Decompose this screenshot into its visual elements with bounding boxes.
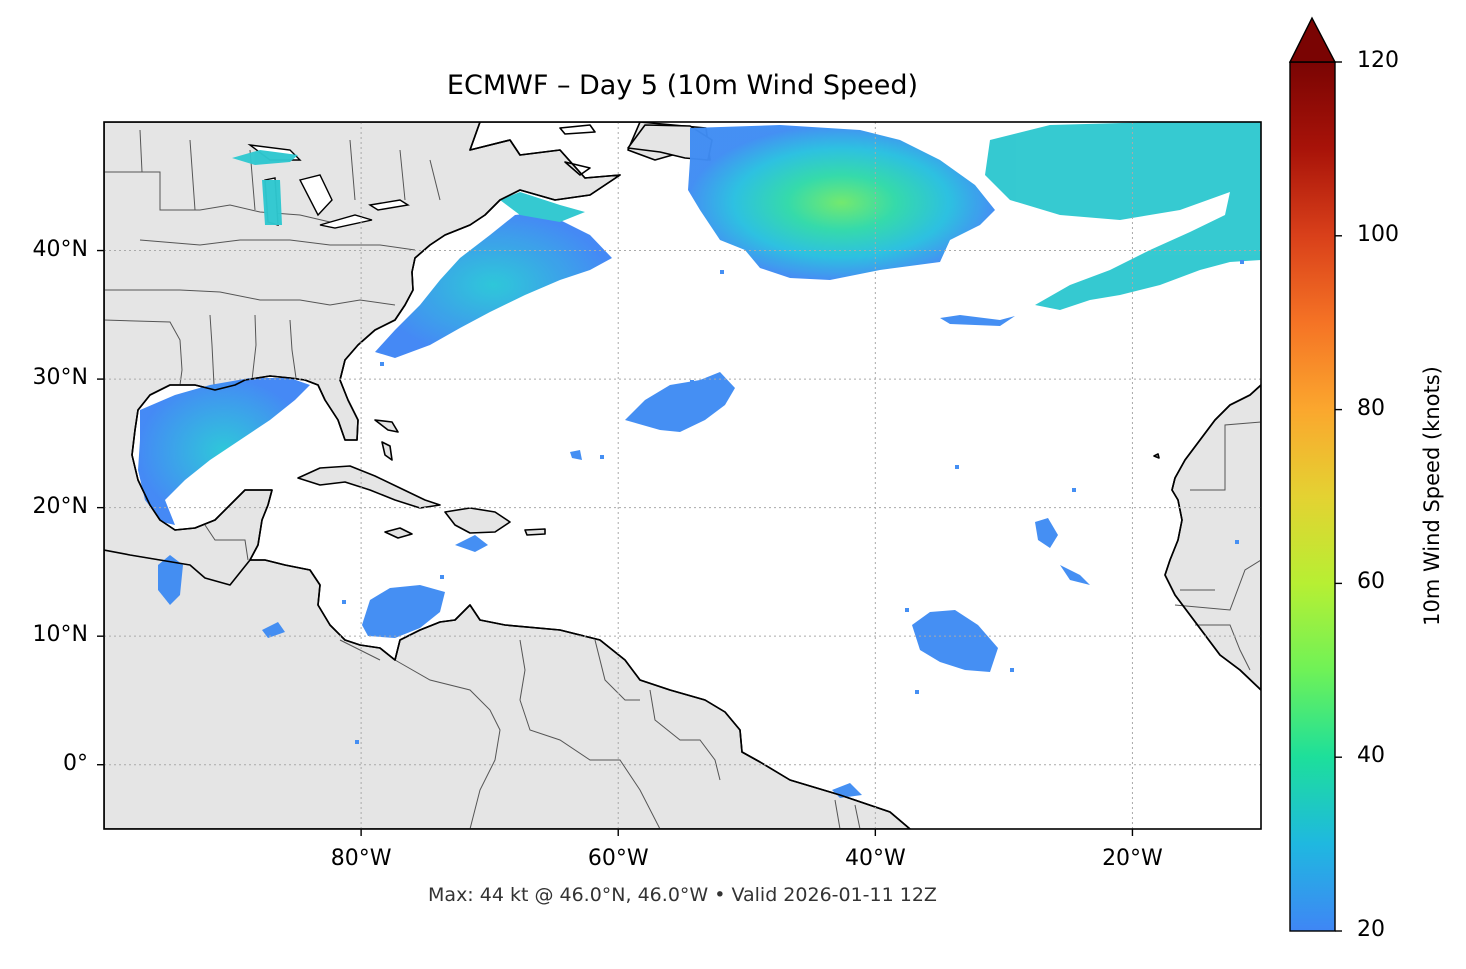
wind-area-pacific-mexico — [158, 555, 183, 605]
map-frame — [103, 121, 1262, 830]
chart-title: ECMWF – Day 5 (10m Wind Speed) — [446, 70, 919, 101]
puerto-rico-island — [524, 528, 546, 536]
hispaniola-island — [444, 507, 511, 534]
wind-area-north-atlantic-storm — [688, 125, 995, 280]
colorbar-tick-label: 120 — [1357, 48, 1399, 73]
colorbar-tick-label: 20 — [1357, 917, 1385, 942]
colorbar-label: 10m Wind Speed (knots) — [1420, 366, 1444, 626]
wind-area-us-east-coast — [375, 212, 612, 358]
wind-area-mid-atlantic-south — [912, 610, 998, 672]
lon-tick-label: 60°W — [587, 846, 649, 871]
footer-caption: Max: 44 kt @ 46.0°N, 46.0°W • Valid 2026… — [428, 884, 937, 906]
axis-ticks — [97, 249, 1134, 836]
map-content — [104, 122, 1261, 829]
lat-tick-label: 10°N — [32, 622, 88, 648]
wind-area-caribbean — [362, 585, 445, 638]
lon-tick-label: 20°W — [1102, 846, 1163, 871]
colorbar-extend-arrow — [1288, 16, 1337, 63]
colorbar-tick-label: 80 — [1357, 395, 1385, 421]
cuba-island — [297, 465, 441, 509]
lon-tick-label: 80°W — [330, 846, 392, 871]
wind-area-gulf-of-mexico — [138, 378, 310, 525]
lon-tick-label: 40°W — [844, 846, 906, 871]
colorbar-ticks — [1335, 61, 1342, 932]
lat-tick-label: 0° — [63, 750, 88, 776]
colorbar-tick-label: 60 — [1357, 569, 1385, 595]
colorbar — [1288, 16, 1342, 932]
wind-area-cape-verde — [1035, 518, 1058, 548]
wind-area-northeast-band — [985, 122, 1261, 310]
coastlines — [104, 122, 1261, 829]
colorbar-tick-label: 40 — [1357, 743, 1385, 769]
wind-area-great-lakes — [232, 150, 298, 225]
lat-tick-label: 20°N — [32, 493, 88, 519]
canary-islands — [1153, 453, 1160, 459]
wind-speckles — [342, 260, 1244, 744]
jamaica-island — [384, 527, 413, 539]
wind-field — [138, 122, 1261, 798]
bahamas-islands — [374, 419, 399, 461]
lat-tick-label: 30°N — [32, 365, 88, 391]
colorbar-tick-label: 100 — [1357, 221, 1399, 247]
lat-tick-label: 40°N — [32, 236, 88, 262]
colorbar-gradient — [1289, 61, 1336, 932]
wind-area-central-atlantic — [625, 372, 735, 432]
wind-area-gulf-of-stlawrence — [500, 192, 585, 222]
